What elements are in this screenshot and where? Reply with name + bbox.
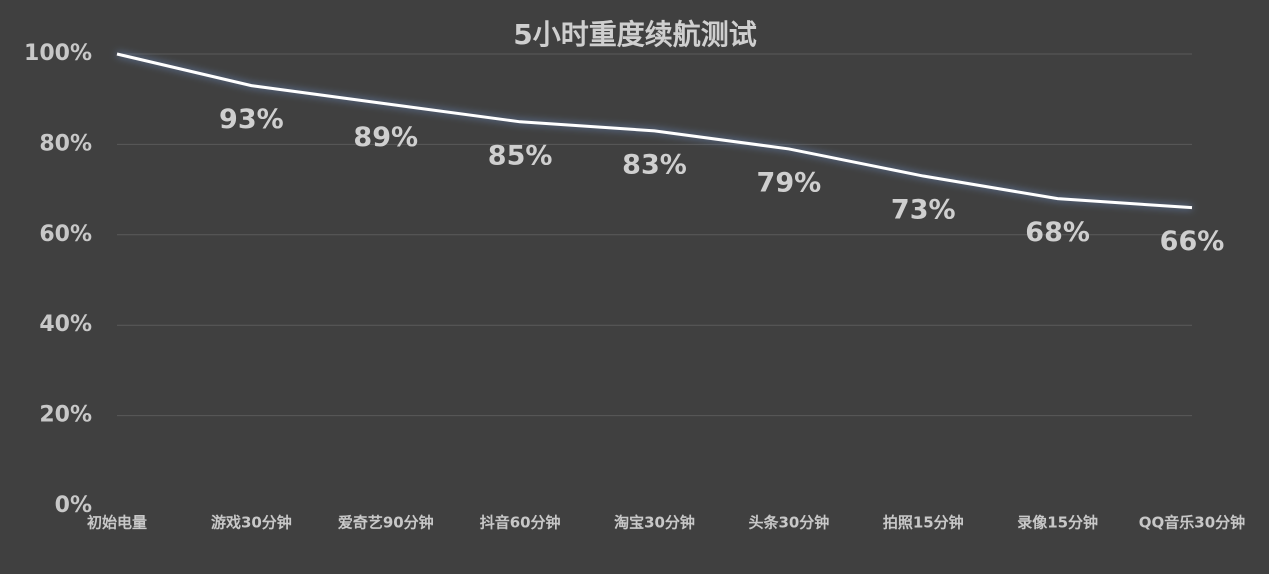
data-label: 83% — [622, 149, 687, 180]
data-line — [116, 52, 1193, 210]
x-tick-label: 初始电量 — [87, 514, 147, 532]
x-tick-label: 爱奇艺90分钟 — [338, 514, 434, 532]
x-tick-label: 淘宝30分钟 — [613, 514, 695, 532]
x-tick-label: 头条30分钟 — [748, 514, 829, 532]
x-tick-label: QQ音乐30分钟 — [1139, 514, 1245, 532]
x-tick-label: 录像15分钟 — [1017, 514, 1098, 532]
data-label: 85% — [488, 140, 553, 171]
data-label: 89% — [353, 122, 418, 153]
data-label: 93% — [219, 104, 284, 135]
y-tick-label: 80% — [39, 131, 92, 156]
x-tick-label: 游戏30分钟 — [211, 514, 292, 532]
y-tick-label: 60% — [39, 222, 92, 247]
y-tick-label: 0% — [55, 493, 92, 518]
y-tick-label: 20% — [39, 403, 92, 428]
data-label: 79% — [757, 167, 822, 198]
y-tick-label: 40% — [39, 312, 92, 337]
chart-title: 5小时重度续航测试 — [513, 18, 756, 51]
x-tick-label: 抖音60分钟 — [480, 514, 561, 532]
data-label: 66% — [1160, 226, 1225, 257]
data-label: 73% — [891, 195, 956, 226]
x-tick-label: 拍照15分钟 — [883, 514, 964, 532]
data-label: 68% — [1025, 217, 1090, 248]
y-tick-label: 100% — [24, 41, 92, 66]
